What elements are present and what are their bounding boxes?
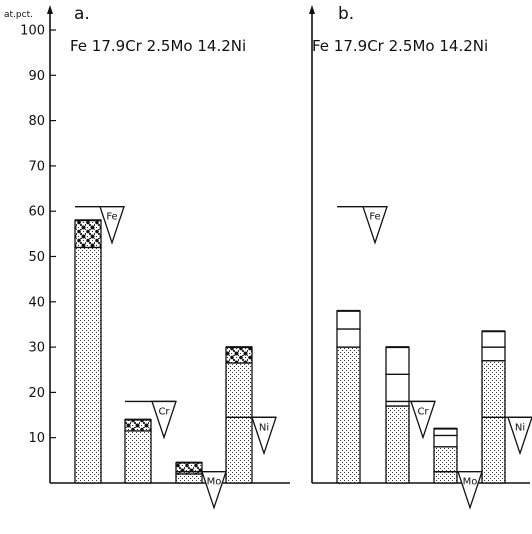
y-tick-label: 80	[28, 114, 45, 129]
y-axis-arrow-a	[47, 5, 53, 14]
bars-a: Fe Cr Mo Ni	[74, 205, 277, 510]
bars-b: Fe Cr Mo Ni	[336, 205, 532, 510]
bar-segment-ni-0	[481, 360, 506, 484]
y-axis-arrow-b	[309, 5, 315, 14]
bar-segment-ni-1	[481, 346, 506, 362]
nominal-label-cr: Cr	[158, 406, 170, 417]
panel-a: at.pct. a. Fe 17.9Cr 2.5Mo 14.2Ni 10 20 30…	[4, 4, 290, 510]
bar-segment-mo-2	[433, 434, 458, 448]
nominal-label-mo: Mo	[463, 477, 478, 488]
nominal-label-cr: Cr	[417, 406, 429, 417]
nominal-marker-cr	[151, 400, 177, 440]
nominal-marker-ni	[251, 416, 277, 456]
nominal-marker-mo	[201, 471, 227, 510]
nominal-marker-ni	[507, 416, 532, 456]
bar-segment-mo-0	[433, 471, 458, 484]
nominal-marker-cr	[410, 400, 436, 440]
nominal-label-ni: Ni	[515, 422, 525, 433]
bar-segment-fe-1	[336, 328, 361, 348]
bar-segment-ni-0	[225, 362, 253, 484]
bar-segment-mo-1	[433, 446, 458, 473]
bar-segment-ni-1	[225, 346, 253, 364]
panel-label-b: b.	[338, 4, 354, 24]
y-tick-label: 20	[28, 386, 45, 401]
bar-segment-fe-0	[74, 246, 102, 484]
y-ticks-a: 10 20 30 40 50 60 70 80 90 100	[20, 24, 56, 446]
y-tick-label: 70	[28, 159, 45, 174]
y-tick-label: 50	[28, 250, 45, 265]
nominal-marker-fe	[99, 206, 125, 245]
y-tick-label: 30	[28, 341, 45, 356]
nominal-label-mo: Mo	[207, 477, 222, 488]
y-tick-label: 60	[28, 205, 45, 220]
nominal-marker-mo	[457, 471, 483, 510]
panel-title-a: Fe 17.9Cr 2.5Mo 14.2Ni	[70, 37, 246, 55]
bar-segment-cr-0	[124, 430, 152, 484]
nominal-marker-fe	[362, 206, 388, 245]
panel-label-a: a.	[74, 4, 90, 24]
nominal-label-fe: Fe	[106, 212, 117, 223]
nominal-label-ni: Ni	[259, 422, 269, 433]
bar-segment-cr-1	[124, 418, 152, 432]
y-tick-label: 90	[28, 69, 45, 84]
y-tick-label: 10	[28, 431, 45, 446]
y-axis-label: at.pct.	[4, 10, 33, 20]
y-tick-label: 100	[20, 24, 45, 39]
bar-segment-ni-2	[481, 330, 506, 348]
bar-segment-fe-0	[336, 346, 361, 484]
panel-b: b. Fe 17.9Cr 2.5Mo 14.2Ni Fe Cr Mo Ni	[309, 4, 532, 510]
nominal-label-fe: Fe	[369, 212, 380, 223]
bar-segment-fe-1	[74, 219, 102, 249]
bar-segment-mo-3	[433, 427, 458, 437]
y-tick-label: 40	[28, 295, 45, 310]
bar-segment-mo-0	[175, 473, 203, 484]
bar-segment-cr-2	[385, 346, 410, 375]
bar-segment-fe-2	[336, 310, 361, 330]
panel-title-b: Fe 17.9Cr 2.5Mo 14.2Ni	[312, 37, 488, 55]
bar-segment-cr-0	[385, 405, 410, 484]
